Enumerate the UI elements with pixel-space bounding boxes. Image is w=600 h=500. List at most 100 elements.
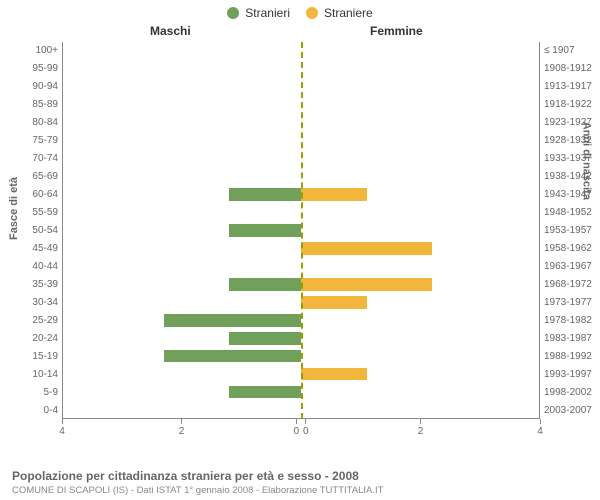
female-bar (301, 368, 367, 381)
male-half (62, 132, 301, 150)
female-half (301, 239, 540, 257)
female-half (301, 401, 540, 419)
female-half (301, 150, 540, 168)
birth-year-label: 1998-2002 (544, 387, 596, 398)
birth-year-label: 1943-1947 (544, 189, 596, 200)
male-bar (164, 350, 301, 363)
age-label: 60-64 (18, 189, 58, 200)
birth-year-label: 1938-1942 (544, 171, 596, 182)
age-label: 70-74 (18, 153, 58, 164)
male-half (62, 150, 301, 168)
tick-line (540, 419, 541, 424)
female-half (301, 365, 540, 383)
age-label: 10-14 (18, 369, 58, 380)
female-half (301, 186, 540, 204)
x-tick: 0 (296, 419, 316, 437)
male-half (62, 275, 301, 293)
age-label: 30-34 (18, 297, 58, 308)
male-half (62, 401, 301, 419)
tick-line (420, 419, 421, 424)
male-half (62, 186, 301, 204)
x-tick: 2 (172, 419, 192, 437)
age-label: 25-29 (18, 315, 58, 326)
male-half (62, 239, 301, 257)
age-label: 75-79 (18, 135, 58, 146)
x-tick-label: 4 (530, 426, 550, 437)
female-bar (301, 242, 432, 255)
female-half (301, 168, 540, 186)
birth-year-label: 1988-1992 (544, 351, 596, 362)
population-pyramid-chart: StranieriStraniere Maschi Femmine Fasce … (0, 0, 600, 500)
age-label: 65-69 (18, 171, 58, 182)
age-label: 90-94 (18, 81, 58, 92)
birth-year-label: 1908-1912 (544, 63, 596, 74)
tick-line (181, 419, 182, 424)
tick-line (62, 419, 63, 424)
male-half (62, 42, 301, 60)
birth-year-label: 1978-1982 (544, 315, 596, 326)
caption-subtitle: COMUNE DI SCAPOLI (IS) - Dati ISTAT 1° g… (12, 485, 383, 496)
tick-line (305, 419, 306, 424)
x-tick: 4 (530, 419, 550, 437)
legend-item: Straniere (306, 6, 373, 20)
legend: Stranieri Straniere (0, 0, 600, 20)
birth-year-label: 1963-1967 (544, 261, 596, 272)
female-half (301, 293, 540, 311)
female-half (301, 347, 540, 365)
age-label: 50-54 (18, 225, 58, 236)
birth-year-label: 1993-1997 (544, 369, 596, 380)
x-tick-label: 2 (411, 426, 431, 437)
birth-year-label: 1958-1962 (544, 243, 596, 254)
male-half (62, 96, 301, 114)
female-half (301, 222, 540, 240)
female-half (301, 78, 540, 96)
x-tick: 4 (52, 419, 72, 437)
male-half (62, 257, 301, 275)
caption-title: Popolazione per cittadinanza straniera p… (12, 469, 383, 483)
male-half (62, 293, 301, 311)
age-label: 15-19 (18, 351, 58, 362)
female-bar (301, 188, 367, 201)
age-label: 80-84 (18, 117, 58, 128)
birth-year-label: 2003-2007 (544, 405, 596, 416)
male-half (62, 347, 301, 365)
female-half (301, 132, 540, 150)
left-col-title: Maschi (150, 24, 191, 38)
male-bar (164, 314, 301, 327)
female-half (301, 42, 540, 60)
caption: Popolazione per cittadinanza straniera p… (12, 469, 383, 496)
age-label: 55-59 (18, 207, 58, 218)
x-axis: 420024 (62, 419, 540, 437)
birth-year-label: 1933-1937 (544, 153, 596, 164)
x-tick-label: 0 (296, 426, 316, 437)
legend-label: Stranieri (245, 6, 290, 20)
male-half (62, 78, 301, 96)
legend-label: Straniere (324, 6, 373, 20)
male-half (62, 204, 301, 222)
birth-year-label: 1973-1977 (544, 297, 596, 308)
birth-year-label: 1928-1932 (544, 135, 596, 146)
plot-area: 100+≤ 190795-991908-191290-941913-191785… (62, 42, 540, 437)
male-half (62, 114, 301, 132)
legend-item: Stranieri (227, 6, 290, 20)
female-half (301, 383, 540, 401)
age-label: 95-99 (18, 63, 58, 74)
male-half (62, 222, 301, 240)
center-divider (301, 42, 303, 419)
male-half (62, 60, 301, 78)
female-half (301, 275, 540, 293)
male-half (62, 168, 301, 186)
birth-year-label: 1923-1927 (544, 117, 596, 128)
birth-year-label: 1968-1972 (544, 279, 596, 290)
age-label: 100+ (18, 45, 58, 56)
age-label: 20-24 (18, 333, 58, 344)
female-half (301, 114, 540, 132)
male-half (62, 365, 301, 383)
birth-year-label: 1953-1957 (544, 225, 596, 236)
female-half (301, 329, 540, 347)
female-half (301, 257, 540, 275)
birth-year-label: 1948-1952 (544, 207, 596, 218)
female-half (301, 311, 540, 329)
male-bar (229, 278, 301, 291)
male-bar (229, 386, 301, 399)
